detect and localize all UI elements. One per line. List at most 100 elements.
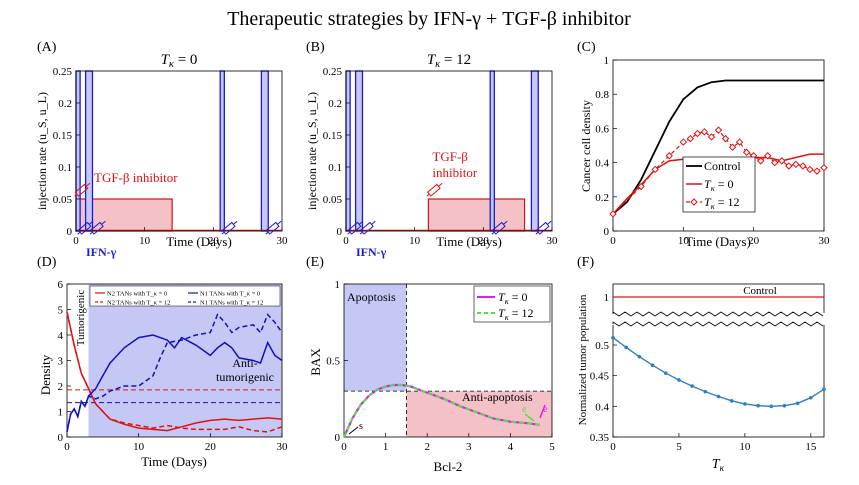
panel-d-y-tick-label: 1	[58, 407, 64, 419]
ifn-gamma-pulse	[345, 70, 351, 232]
data-point	[782, 403, 787, 408]
panelB-y-tick-label: 0.25	[323, 66, 343, 78]
panel-d-y-tick-label: 5	[58, 305, 64, 317]
syringe-icon	[265, 220, 282, 235]
panelB-x-tick-label: 20	[478, 235, 490, 247]
panel-e-x-tick-label: 3	[466, 441, 472, 453]
y-axis-label: Normalized tumor population	[577, 294, 589, 425]
panelA-y-tick-label: 0.1	[58, 162, 72, 174]
syringe-needle	[371, 220, 376, 225]
panel-e-x-tick-label: 4	[508, 441, 514, 453]
legend: N2 TANs with T_κ = 0 N2 TANs with T_κ = 1…	[89, 285, 281, 307]
panelB-x-tick-label: 30	[547, 235, 559, 247]
syringe-needle	[547, 220, 552, 225]
syringe-needle	[277, 220, 282, 225]
tgf-inhibitor-window	[427, 198, 526, 232]
syringe-plunger	[74, 193, 78, 197]
panel-c-y-tick-label: 0.6	[595, 123, 609, 135]
panel-c-x-tick-label: 0	[610, 235, 616, 247]
panel-d-x-tick-label: 0	[64, 441, 70, 453]
legend-tk0: Tκ = 0	[498, 290, 528, 306]
syringe-plunger	[77, 231, 81, 235]
tk12-marker	[707, 133, 716, 141]
panelB-y-tick-label: 0.05	[323, 194, 343, 206]
syringe-icon	[221, 220, 238, 235]
data-point	[611, 335, 615, 340]
tk12-marker	[721, 134, 730, 143]
panelA-y-tick-label: 0.2	[58, 98, 72, 110]
panel-f-y-tick-label: 0.4	[595, 401, 609, 413]
tk12-marker	[693, 129, 702, 138]
data-point	[809, 395, 813, 400]
panel-f-x-tick-label: 10	[739, 441, 751, 453]
syringe-icon	[359, 220, 376, 235]
panel-title: Tκ = 0	[161, 52, 198, 70]
panel-label-a: (A)	[37, 40, 57, 55]
tgf-label-line2: inhibitor	[432, 165, 477, 180]
series-n2-tk12	[66, 311, 283, 433]
syringe-needle	[438, 182, 443, 187]
panel-f-x-tick-label: 0	[610, 441, 616, 453]
panel-d-x-tick-label: 30	[277, 441, 289, 453]
data-point	[677, 378, 681, 382]
panelA-x-tick-label: 10	[139, 235, 151, 247]
x-axis-label: Time (Days)	[685, 234, 751, 249]
syringe-icon	[535, 220, 552, 235]
syringe-needle	[233, 220, 238, 225]
x-axis-label: Time (Days)	[436, 234, 502, 249]
syringe-icon	[347, 220, 364, 235]
legend-tk0: Tκ = 0	[704, 177, 734, 193]
tk12-marker	[679, 138, 688, 146]
syringe-plunger	[426, 193, 430, 197]
panel-c-x-tick-label: 20	[748, 235, 760, 247]
panel-c-y-tick-label: 0.4	[595, 158, 609, 170]
ifn-gamma-pulse	[219, 70, 225, 232]
panel-e-y-tick-label: 0	[335, 432, 341, 444]
panel-f-y-tick-label: 1	[604, 292, 610, 304]
syringe-needle	[503, 220, 508, 225]
panel-d-y-tick-label: 3	[58, 356, 64, 368]
x-axis-label: Tκ	[712, 457, 725, 474]
x-axis-label: Time (Days)	[166, 234, 232, 249]
axis-break-wave	[612, 321, 824, 327]
syringe-icon	[77, 220, 94, 235]
tk12-marker	[609, 210, 617, 218]
tk12-marker	[728, 143, 737, 151]
panel-f-y-tick-label: 0.45	[590, 371, 610, 383]
syringe-needle	[85, 182, 91, 187]
apoptosis-region	[344, 284, 407, 392]
panel-label-c: (C)	[577, 40, 596, 55]
legend-control: Control	[704, 159, 741, 173]
anti-label-2: tumorigenic	[216, 370, 274, 384]
series-n1-tk12	[66, 313, 283, 433]
panel-label-b: (B)	[306, 40, 325, 55]
tk12-marker	[785, 162, 793, 170]
legend-label: N1 TANs with T_κ = 12	[200, 300, 263, 307]
panel-c-axes-box	[612, 59, 825, 232]
syringe-icon	[74, 182, 91, 197]
axis-break	[612, 313, 825, 325]
panel-d: 0 10 20 30 0 1 2 3 4 5 6 Tumorigenic Anti-tumorigeni…	[38, 279, 288, 469]
panelA-x-tick-label: 20	[208, 235, 220, 247]
panel-d-y-tick-label: 4	[58, 330, 64, 342]
x-axis-label: Time (Days)	[141, 454, 207, 469]
ifn-gamma-pulse	[354, 70, 364, 232]
data-point	[769, 404, 774, 409]
syringe-plunger	[265, 231, 269, 235]
syringe-icon	[491, 220, 508, 235]
tk12-marker	[799, 162, 807, 170]
tk12-marker	[806, 165, 814, 174]
legend-label: N2 TANs with T_κ = 0	[107, 291, 167, 298]
series-n2-tk0	[66, 311, 283, 432]
syringe-needle	[101, 220, 106, 225]
legend-tk12: Tκ = 12	[704, 195, 740, 211]
panel-d-y-tick-label: 0	[58, 432, 64, 444]
data-point	[703, 389, 708, 394]
tk12-marker	[735, 138, 744, 146]
x-axis-label: Bcl-2	[434, 459, 463, 474]
panelA-axes-box	[75, 70, 283, 232]
panel-label-f: (F)	[577, 255, 594, 270]
end-arrow-green	[524, 413, 535, 422]
panel-f: 0 5 10 15 0.35 0.4 0.45 0.5 1 Control Tκ Normalized…	[577, 283, 826, 474]
syringe-plunger	[491, 231, 495, 235]
